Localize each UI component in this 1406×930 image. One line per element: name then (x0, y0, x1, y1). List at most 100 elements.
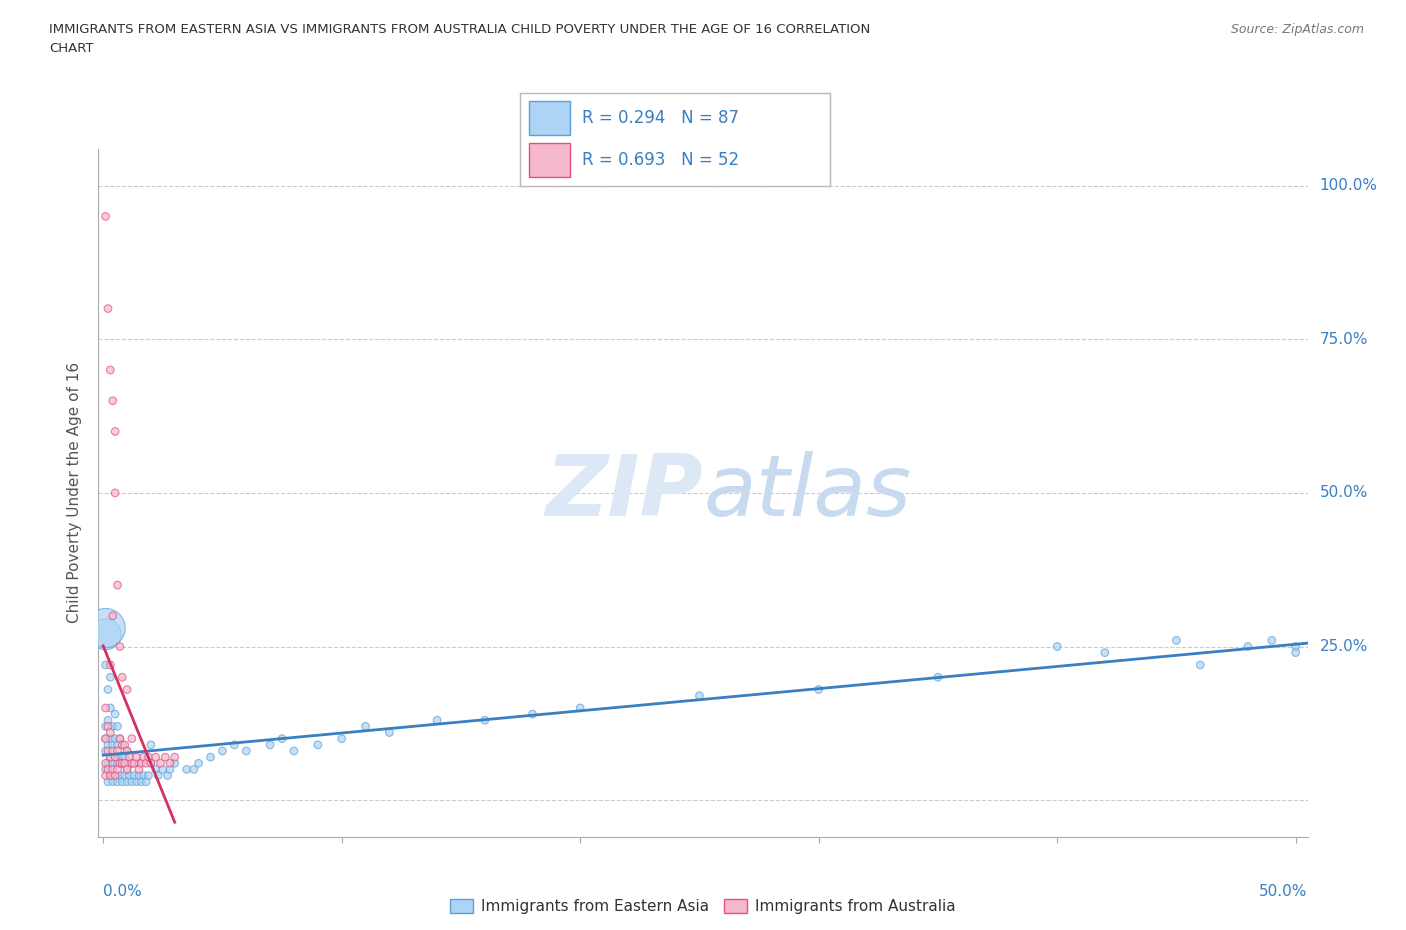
Point (94, 658, 117, 672)
Point (107, 744, 129, 759)
Point (94, 731, 117, 746)
Point (163, 756, 186, 771)
Point (807, 682, 830, 697)
Point (97, 301, 120, 316)
Point (114, 750, 136, 764)
Point (135, 775, 157, 790)
Point (176, 762, 198, 777)
Point (159, 756, 181, 771)
Point (115, 762, 138, 777)
Point (94, 209, 117, 224)
Point (94, 768, 117, 783)
Point (97, 756, 120, 771)
Point (97, 744, 120, 759)
Point (211, 744, 233, 759)
Point (121, 731, 143, 746)
Point (104, 750, 127, 764)
Legend: Immigrants from Eastern Asia, Immigrants from Australia: Immigrants from Eastern Asia, Immigrants… (446, 895, 960, 919)
Point (114, 756, 136, 771)
Point (107, 756, 129, 771)
Text: ZIP: ZIP (546, 451, 703, 535)
Point (94, 700, 117, 715)
Point (1046, 639, 1069, 654)
Point (131, 775, 153, 790)
Point (104, 768, 127, 783)
Point (114, 737, 136, 752)
Point (97, 737, 120, 752)
Point (200, 750, 222, 764)
Point (145, 750, 167, 764)
Point (569, 700, 592, 715)
Point (97, 762, 120, 777)
Point (115, 775, 138, 790)
Point (138, 768, 160, 783)
Point (94, 731, 117, 746)
Point (163, 750, 186, 764)
Point (101, 775, 124, 790)
Point (108, 731, 131, 746)
Point (111, 670, 134, 684)
Point (94, 620, 117, 635)
Point (128, 768, 150, 783)
Text: Source: ZipAtlas.com: Source: ZipAtlas.com (1230, 23, 1364, 36)
Point (98, 768, 121, 783)
Point (108, 756, 131, 771)
Point (107, 578, 129, 592)
Point (97, 775, 120, 790)
Point (97, 719, 120, 734)
Point (522, 707, 544, 722)
Y-axis label: Child Poverty Under the Age of 16: Child Poverty Under the Age of 16 (67, 363, 83, 623)
Point (101, 744, 124, 759)
Point (139, 756, 162, 771)
Point (146, 768, 169, 783)
Point (159, 762, 181, 777)
Point (118, 768, 141, 783)
Point (132, 768, 155, 783)
Point (111, 756, 134, 771)
Point (378, 725, 401, 740)
Point (121, 756, 143, 771)
Text: IMMIGRANTS FROM EASTERN ASIA VS IMMIGRANTS FROM AUSTRALIA CHILD POVERTY UNDER TH: IMMIGRANTS FROM EASTERN ASIA VS IMMIGRAN… (49, 23, 870, 36)
Point (98, 700, 121, 715)
Point (145, 762, 167, 777)
Point (138, 750, 160, 764)
Point (108, 639, 131, 654)
Point (101, 393, 124, 408)
Point (259, 737, 281, 752)
Point (132, 750, 155, 764)
Point (94, 762, 117, 777)
Point (688, 688, 710, 703)
Text: R = 0.693   N = 52: R = 0.693 N = 52 (582, 151, 740, 169)
Point (98, 658, 121, 672)
Point (104, 731, 127, 746)
Point (104, 485, 127, 500)
Point (98, 670, 121, 684)
Point (128, 756, 150, 771)
Point (94, 744, 117, 759)
Point (1189, 658, 1212, 672)
Point (149, 756, 172, 771)
Point (98, 768, 121, 783)
Point (111, 756, 134, 771)
Text: 25.0%: 25.0% (1320, 639, 1368, 654)
Point (1166, 633, 1188, 648)
Text: CHART: CHART (49, 42, 94, 55)
Point (139, 756, 162, 771)
Point (101, 756, 124, 771)
Point (156, 768, 179, 783)
Point (271, 731, 294, 746)
Point (98, 750, 121, 764)
Point (115, 744, 138, 759)
Point (104, 768, 127, 783)
Point (354, 719, 377, 734)
Point (125, 750, 148, 764)
Point (101, 608, 124, 623)
Text: R = 0.294   N = 87: R = 0.294 N = 87 (582, 109, 740, 127)
Bar (530, 101, 569, 135)
Point (307, 737, 329, 752)
Point (104, 707, 127, 722)
Point (104, 424, 127, 439)
Point (94, 719, 117, 734)
Point (107, 737, 129, 752)
Point (98, 363, 121, 378)
